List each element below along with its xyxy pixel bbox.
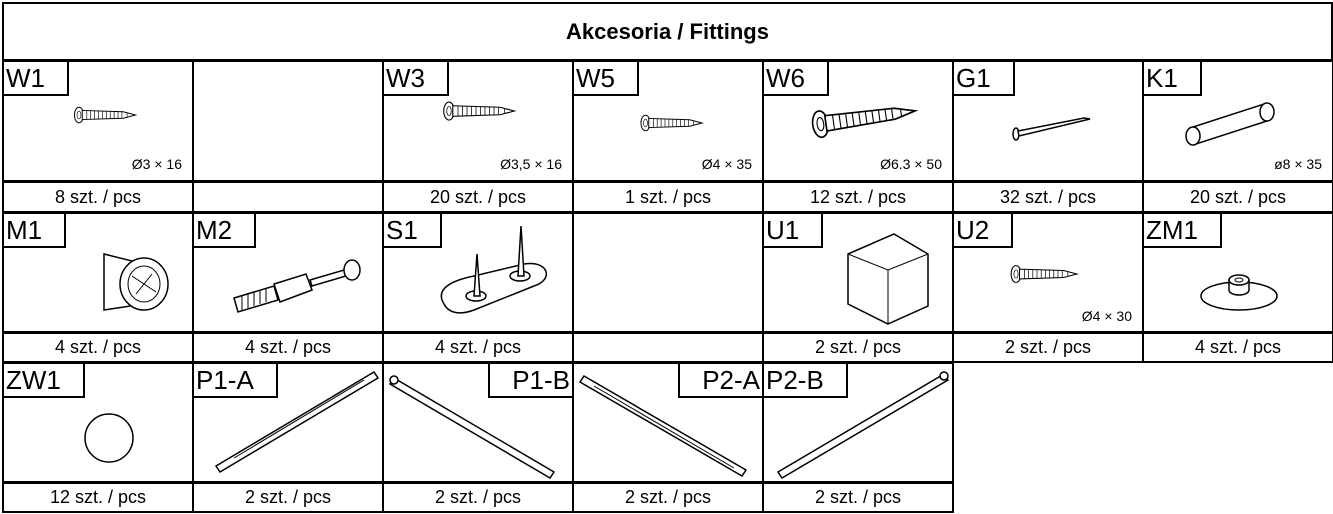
code-label: ZM1	[1144, 214, 1222, 248]
icon	[1200, 274, 1278, 311]
quantity: 2 szt. / pcs	[572, 481, 764, 513]
quantity: 20 szt. / pcs	[382, 181, 574, 213]
empty-cell	[572, 212, 764, 334]
size-label: Ø6.3 × 50	[880, 156, 942, 172]
quantity: 20 szt. / pcs	[1142, 181, 1333, 213]
code-label: W1	[4, 62, 69, 96]
fitting-cell: K1 ø8 × 35	[1142, 60, 1333, 182]
code-label: ZW1	[4, 364, 85, 398]
fitting-cell: M2	[192, 212, 384, 334]
fitting-cell: M1	[2, 212, 194, 334]
code-label: W5	[574, 62, 639, 96]
title: Akcesoria / Fittings	[2, 2, 1333, 61]
fitting-cell: ZW1	[2, 362, 194, 484]
empty-cell	[192, 60, 384, 182]
icon	[233, 259, 361, 313]
fitting-cell: S1	[382, 212, 574, 334]
size-label: ø8 × 35	[1274, 156, 1322, 172]
quantity: 2 szt. / pcs	[952, 331, 1144, 363]
fitting-cell: W5 Ø4 × 35	[572, 60, 764, 182]
fitting-cell: W1 Ø3 × 16	[2, 60, 194, 182]
quantity: 32 szt. / pcs	[952, 181, 1144, 213]
code-label: M2	[194, 214, 257, 248]
fitting-cell: P1-B	[382, 362, 574, 484]
fitting-cell: G1	[952, 60, 1144, 182]
fitting-cell: P2-B	[762, 362, 954, 484]
code-label: P2-A	[678, 364, 762, 398]
code-label: P2-B	[764, 364, 848, 398]
size-label: Ø3,5 × 16	[500, 156, 562, 172]
icon	[1185, 102, 1275, 146]
quantity: 4 szt. / pcs	[192, 331, 384, 363]
quantity: 8 szt. / pcs	[2, 181, 194, 213]
size-label: Ø4 × 30	[1081, 308, 1132, 324]
icon	[84, 413, 134, 463]
code-label: K1	[1144, 62, 1202, 96]
icon	[847, 233, 929, 325]
icon	[1012, 117, 1091, 141]
fitting-cell: W6 Ø6.3 × 50	[762, 60, 954, 182]
code-label: P1-A	[194, 364, 278, 398]
quantity: 2 szt. / pcs	[762, 481, 954, 513]
fitting-cell: ZM1	[1142, 212, 1333, 334]
fitting-cell: W3 Ø3,5 × 16	[382, 60, 574, 182]
size-label: Ø3 × 16	[131, 156, 182, 172]
code-label: S1	[384, 214, 442, 248]
icon	[103, 253, 169, 311]
icon	[440, 225, 548, 314]
code-label: G1	[954, 62, 1015, 96]
icon	[388, 375, 556, 480]
fitting-cell: P2-A	[572, 362, 764, 484]
icon	[214, 370, 380, 474]
icon	[578, 374, 748, 478]
code-label: W6	[764, 62, 829, 96]
icon	[776, 371, 950, 480]
quantity: 2 szt. / pcs	[382, 481, 574, 513]
quantity: 1 szt. / pcs	[572, 181, 764, 213]
fitting-cell: P1-A	[192, 362, 384, 484]
fitting-cell: U1	[762, 212, 954, 334]
fitting-cell: U2 Ø4 × 30	[952, 212, 1144, 334]
quantity: 12 szt. / pcs	[2, 481, 194, 513]
quantity: 4 szt. / pcs	[2, 331, 194, 363]
code-label: U2	[954, 214, 1014, 248]
empty-cell	[192, 181, 384, 213]
empty-cell	[572, 331, 764, 363]
code-label: W3	[384, 62, 449, 96]
quantity: 4 szt. / pcs	[382, 331, 574, 363]
quantity: 4 szt. / pcs	[1142, 331, 1333, 363]
code-label: U1	[764, 214, 824, 248]
size-label: Ø4 × 35	[701, 156, 752, 172]
quantity: 12 szt. / pcs	[762, 181, 954, 213]
quantity: 2 szt. / pcs	[762, 331, 954, 363]
quantity: 2 szt. / pcs	[192, 481, 384, 513]
code-label: M1	[4, 214, 67, 248]
code-label: P1-B	[488, 364, 572, 398]
